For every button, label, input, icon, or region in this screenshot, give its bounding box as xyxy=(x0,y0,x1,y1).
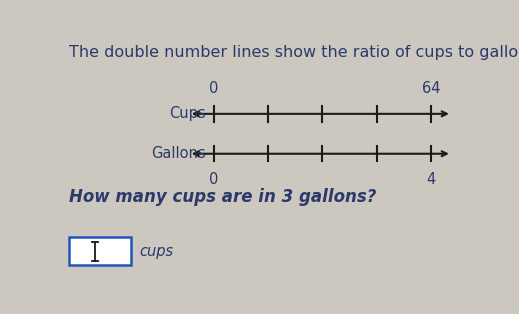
Text: Gallons: Gallons xyxy=(151,146,206,161)
Text: 4: 4 xyxy=(426,172,435,187)
Text: 64: 64 xyxy=(421,81,440,96)
Text: How many cups are in 3 gallons?: How many cups are in 3 gallons? xyxy=(69,188,376,206)
Text: 0: 0 xyxy=(209,172,218,187)
Text: The double number lines show the ratio of cups to gallons.: The double number lines show the ratio o… xyxy=(69,45,519,60)
Text: 0: 0 xyxy=(209,81,218,96)
Text: cups: cups xyxy=(139,244,173,258)
FancyBboxPatch shape xyxy=(69,237,131,265)
Text: Cups: Cups xyxy=(169,106,206,121)
